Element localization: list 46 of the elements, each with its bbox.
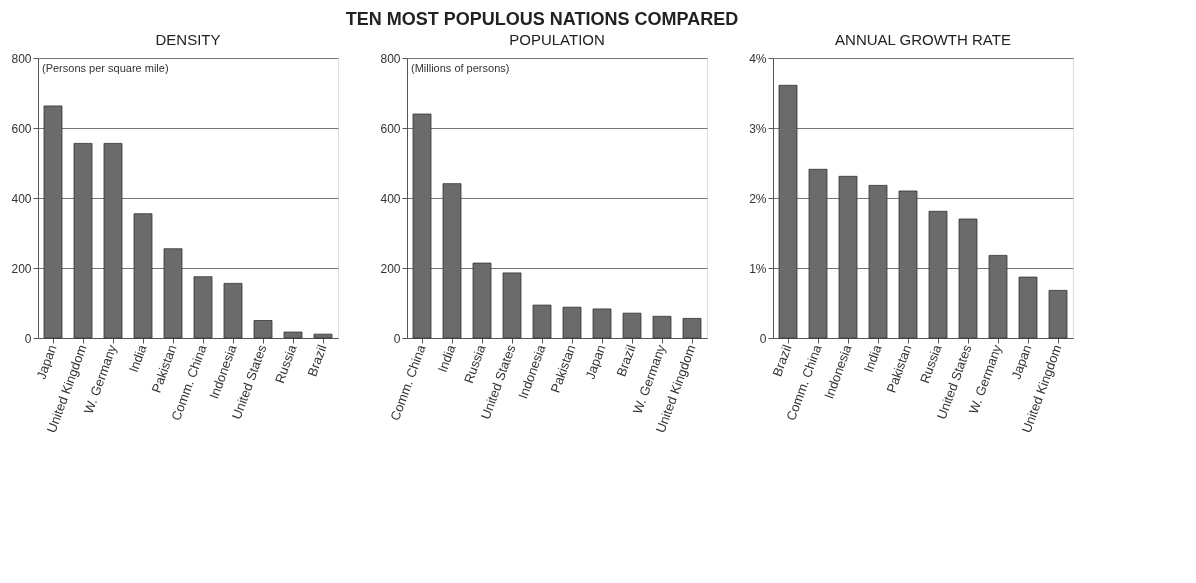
y-tick-label: 600 — [380, 121, 401, 136]
x-tick-label: Brazil — [304, 342, 330, 379]
x-tick-label: Brazil — [769, 342, 795, 379]
y-tick-label: 4% — [749, 51, 767, 66]
y-tick-label: 0 — [24, 331, 32, 346]
annotation: (Persons per square mile) — [42, 62, 169, 74]
chart-title: ANNUAL GROWTH RATE — [835, 31, 1011, 48]
y-tick-label: 600 — [11, 121, 32, 136]
x-tick-label: Russia — [916, 342, 945, 386]
bar — [502, 272, 522, 339]
bar — [1048, 290, 1068, 339]
y-tick-label: 200 — [11, 261, 32, 276]
bar — [313, 333, 333, 339]
y-tick-label: 400 — [11, 191, 32, 206]
annotation: (Millions of persons) — [411, 62, 510, 74]
x-tick-label: Japan — [33, 342, 60, 382]
bar — [253, 320, 273, 339]
bar — [193, 276, 213, 339]
bar — [652, 315, 672, 339]
text: TEN MOST POPULOUS NATIONS COMPARED — [345, 8, 739, 29]
bar — [562, 306, 582, 339]
y-tick-label: 400 — [380, 191, 401, 206]
y-tick-label: 200 — [380, 261, 401, 276]
bar — [592, 308, 612, 339]
y-tick-label: 800 — [11, 51, 32, 66]
x-tick-label: Russia — [460, 342, 489, 386]
y-tick-label: 0 — [759, 331, 767, 346]
bar — [532, 304, 552, 339]
bar — [283, 331, 303, 339]
x-tick-label: Japan — [582, 342, 609, 382]
x-tick-label: India — [860, 342, 885, 375]
y-tick-label: 1% — [749, 261, 767, 276]
x-tick-label: India — [125, 342, 150, 375]
chart-title: DENSITY — [155, 31, 221, 48]
x-tick-label: Japan — [1008, 342, 1035, 382]
y-tick-label: 3% — [749, 121, 767, 136]
x-tick-label: Brazil — [613, 342, 639, 379]
bar — [682, 318, 702, 339]
y-tick-label: 2% — [749, 191, 767, 206]
chart-title: POPULATION — [509, 31, 605, 48]
bar — [1018, 276, 1038, 339]
bar — [223, 283, 243, 339]
x-tick-label: India — [434, 342, 459, 375]
y-tick-label: 800 — [380, 51, 401, 66]
x-tick-label: Russia — [271, 342, 300, 386]
bar — [622, 312, 642, 339]
